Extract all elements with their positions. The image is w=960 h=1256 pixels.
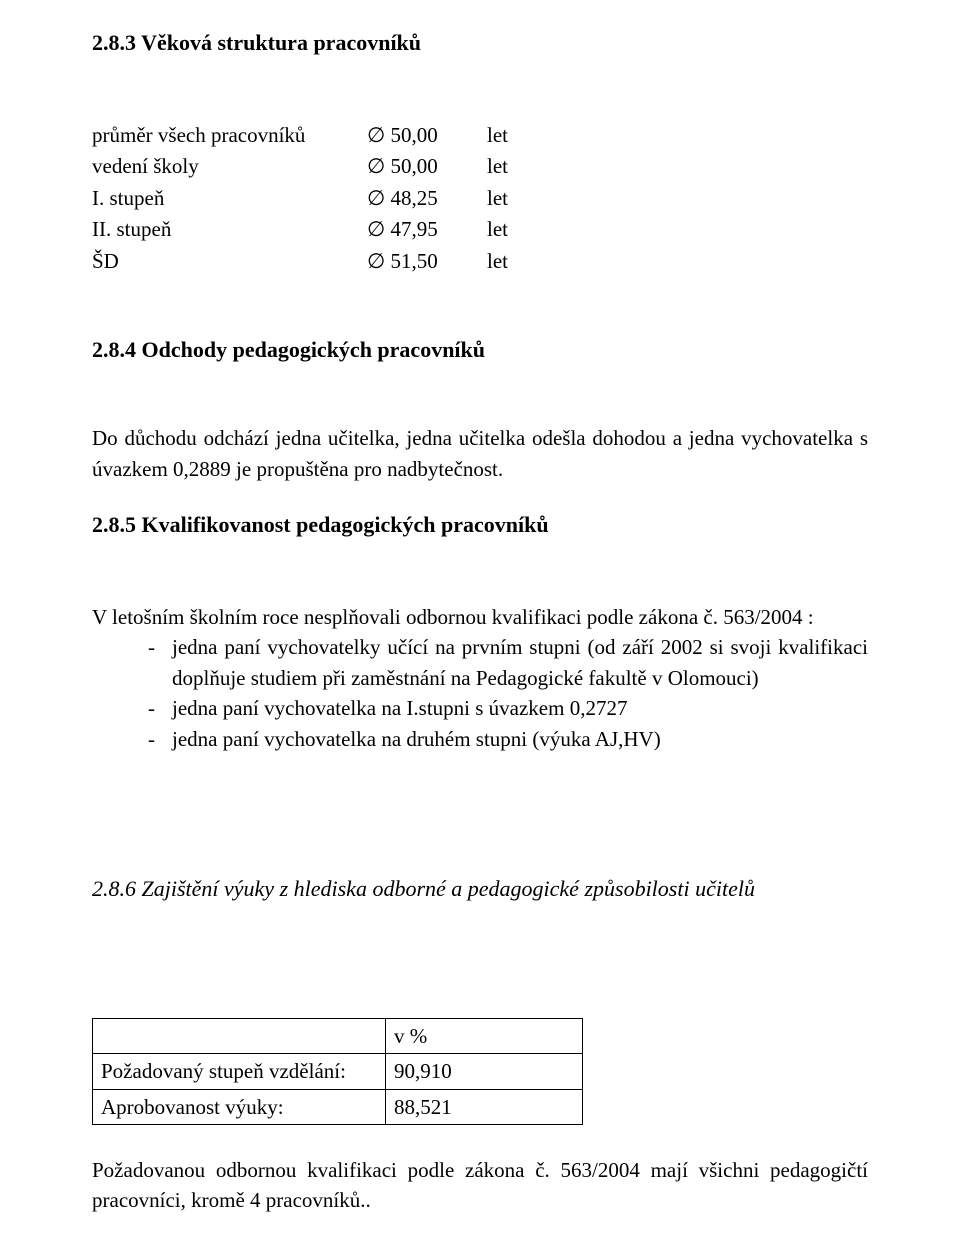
age-value: ∅ 47,95 xyxy=(367,214,487,246)
list-item: - jedna paní vychovatelka na I.stupni s … xyxy=(148,693,868,723)
age-value: ∅ 51,50 xyxy=(367,246,487,278)
age-row: I. stupeň ∅ 48,25 let xyxy=(92,183,868,215)
table-cell: 88,521 xyxy=(386,1089,583,1124)
table-cell: Aprobovanost výuky: xyxy=(93,1089,386,1124)
section-heading-286: 2.8.6 Zajištění výuky z hlediska odborné… xyxy=(92,874,868,904)
section-heading-284: 2.8.4 Odchody pedagogických pracovníků xyxy=(92,337,868,363)
age-label: II. stupeň xyxy=(92,214,367,246)
age-value: ∅ 50,00 xyxy=(367,120,487,152)
age-label: I. stupeň xyxy=(92,183,367,215)
bullet-text: jedna paní vychovatelka na druhém stupni… xyxy=(172,724,868,754)
bullet-text: jedna paní vychovatelka na I.stupni s úv… xyxy=(172,693,868,723)
table-cell: v % xyxy=(386,1018,583,1053)
age-label: vedení školy xyxy=(92,151,367,183)
paragraph-286: Požadovanou odbornou kvalifikaci podle z… xyxy=(92,1155,868,1216)
table-row: Aprobovanost výuky: 88,521 xyxy=(93,1089,583,1124)
section-heading-285: 2.8.5 Kvalifikovanost pedagogických prac… xyxy=(92,510,868,540)
bullet-list-285: - jedna paní vychovatelky učící na první… xyxy=(148,632,868,754)
age-structure-block: průměr všech pracovníků ∅ 50,00 let vede… xyxy=(92,120,868,278)
list-item: - jedna paní vychovatelky učící na první… xyxy=(148,632,868,693)
age-unit: let xyxy=(487,246,547,278)
bullet-marker: - xyxy=(148,693,172,723)
paragraph-284: Do důchodu odchází jedna učitelka, jedna… xyxy=(92,423,868,484)
table-cell: Požadovaný stupeň vzdělání: xyxy=(93,1054,386,1089)
age-unit: let xyxy=(487,183,547,215)
paragraph-285-intro: V letošním školním roce nesplňovali odbo… xyxy=(92,602,868,632)
bullet-marker: - xyxy=(148,724,172,754)
table-cell xyxy=(93,1018,386,1053)
age-row: vedení školy ∅ 50,00 let xyxy=(92,151,868,183)
age-unit: let xyxy=(487,120,547,152)
age-row: průměr všech pracovníků ∅ 50,00 let xyxy=(92,120,868,152)
list-item: - jedna paní vychovatelka na druhém stup… xyxy=(148,724,868,754)
age-row: II. stupeň ∅ 47,95 let xyxy=(92,214,868,246)
age-unit: let xyxy=(487,214,547,246)
qualifications-table: v % Požadovaný stupeň vzdělání: 90,910 A… xyxy=(92,1018,868,1125)
section-heading-283: 2.8.3 Věková struktura pracovníků xyxy=(92,28,868,58)
document-page: 2.8.3 Věková struktura pracovníků průměr… xyxy=(0,0,960,1256)
age-value: ∅ 50,00 xyxy=(367,151,487,183)
age-label: ŠD xyxy=(92,246,367,278)
bullet-marker: - xyxy=(148,632,172,693)
table-row: Požadovaný stupeň vzdělání: 90,910 xyxy=(93,1054,583,1089)
age-value: ∅ 48,25 xyxy=(367,183,487,215)
age-row: ŠD ∅ 51,50 let xyxy=(92,246,868,278)
table-cell: 90,910 xyxy=(386,1054,583,1089)
age-label: průměr všech pracovníků xyxy=(92,120,367,152)
bullet-text: jedna paní vychovatelky učící na prvním … xyxy=(172,632,868,693)
table-row: v % xyxy=(93,1018,583,1053)
age-unit: let xyxy=(487,151,547,183)
